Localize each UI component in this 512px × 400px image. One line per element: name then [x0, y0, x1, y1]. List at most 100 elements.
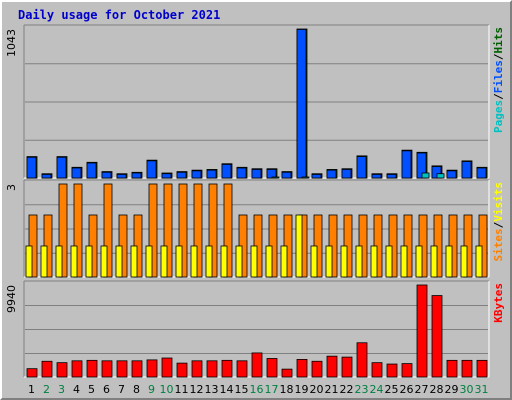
x-tick-label: 21 — [325, 383, 339, 396]
bar-kbytes-kbytes-30 — [461, 359, 473, 378]
bar-visits-visits-31 — [475, 245, 483, 278]
bar-hits-files-20 — [311, 174, 322, 179]
x-tick-label: 8 — [133, 383, 140, 396]
bar-hits-files-31 — [476, 167, 487, 179]
bar-hits-files-6 — [101, 171, 112, 179]
legend-entry: / — [492, 93, 505, 100]
bar-visits-visits-30 — [460, 245, 468, 278]
bar-visits-visits-5 — [85, 245, 93, 278]
bar-visits-visits-12 — [190, 245, 198, 278]
bar-kbytes-kbytes-13 — [206, 360, 218, 378]
bar-hits-files-5 — [86, 162, 97, 179]
x-tick-label: 24 — [370, 383, 384, 396]
x-tick-label: 23 — [355, 383, 369, 396]
bar-kbytes-kbytes-16 — [251, 352, 263, 378]
bar-kbytes-kbytes-26 — [401, 363, 413, 378]
x-tick-label: 25 — [385, 383, 399, 396]
bar-visits-visits-8 — [130, 245, 138, 278]
y-max-label-visits: 3 — [5, 184, 18, 191]
bar-visits-visits-4 — [70, 245, 78, 278]
bar-hits-files-11 — [176, 171, 187, 179]
bar-hits-files-7 — [116, 174, 127, 179]
bar-kbytes-kbytes-14 — [221, 359, 233, 378]
bar-hits-files-9 — [146, 160, 157, 179]
x-tick-label: 3 — [58, 383, 65, 396]
legend-entry: Hits — [492, 27, 505, 54]
x-tick-label: 15 — [235, 383, 249, 396]
bar-visits-visits-20 — [310, 245, 318, 278]
bar-visits-visits-7 — [115, 245, 123, 278]
bar-visits-visits-16 — [250, 245, 258, 278]
bar-hits-files-26 — [401, 150, 412, 179]
x-tick-label: 17 — [265, 383, 279, 396]
bar-kbytes-kbytes-7 — [116, 360, 128, 378]
bar-visits-visits-25 — [385, 245, 393, 278]
bar-visits-visits-3 — [55, 245, 63, 278]
bar-kbytes-kbytes-10 — [161, 357, 173, 378]
x-tick-label: 13 — [205, 383, 219, 396]
x-tick-label: 30 — [460, 383, 474, 396]
bar-kbytes-kbytes-1 — [26, 368, 38, 378]
bar-kbytes-kbytes-12 — [191, 360, 203, 378]
bar-visits-visits-26 — [400, 245, 408, 278]
bar-kbytes-kbytes-17 — [266, 358, 278, 378]
bar-hits-pages-27 — [421, 172, 430, 179]
legend-entry: Pages — [492, 100, 505, 133]
x-tick-label: 10 — [160, 383, 174, 396]
bar-visits-visits-10 — [160, 245, 168, 278]
x-tick-label: 12 — [190, 383, 204, 396]
bar-hits-files-16 — [251, 169, 262, 179]
x-tick-label: 2 — [43, 383, 50, 396]
bar-hits-files-25 — [386, 174, 397, 179]
x-tick-label: 19 — [295, 383, 309, 396]
bar-hits-pages-19 — [301, 176, 310, 179]
bar-hits-files-27 — [416, 152, 427, 179]
bar-visits-sites-4 — [73, 183, 83, 278]
x-tick-label: 6 — [103, 383, 110, 396]
bar-kbytes-kbytes-3 — [56, 362, 68, 378]
bar-kbytes-kbytes-9 — [146, 359, 158, 378]
x-tick-label: 27 — [415, 383, 429, 396]
bar-hits-pages-17 — [271, 176, 280, 179]
bar-visits-sites-11 — [178, 183, 188, 278]
y-max-label-kbytes: 9940 — [5, 285, 18, 313]
bar-hits-files-12 — [191, 170, 202, 179]
bar-hits-files-28 — [431, 166, 442, 179]
bar-kbytes-kbytes-4 — [71, 360, 83, 378]
x-tick-label: 28 — [430, 383, 444, 396]
bar-visits-sites-3 — [58, 183, 68, 278]
bar-hits-files-13 — [206, 169, 217, 179]
bar-hits-files-19 — [296, 29, 307, 179]
x-tick-label: 18 — [280, 383, 294, 396]
x-tick-label: 20 — [310, 383, 324, 396]
legend-entry: Visits — [492, 182, 505, 222]
x-tick-label: 1 — [28, 383, 35, 396]
legend-visits: Sites/Visits — [492, 182, 505, 262]
bar-visits-visits-6 — [100, 245, 108, 278]
bar-kbytes-kbytes-28 — [431, 295, 443, 378]
legend-entry: Sites — [492, 228, 505, 261]
bar-kbytes-kbytes-21 — [326, 355, 338, 378]
bar-visits-sites-10 — [163, 183, 173, 278]
x-tick-label: 7 — [118, 383, 125, 396]
bar-kbytes-kbytes-24 — [371, 362, 383, 378]
x-tick-label: 29 — [445, 383, 459, 396]
legend-entry: / — [492, 221, 505, 228]
bar-hits-files-3 — [56, 156, 67, 179]
x-tick-label: 22 — [340, 383, 354, 396]
bar-hits-files-14 — [221, 164, 232, 179]
bar-kbytes-kbytes-22 — [341, 356, 353, 378]
bar-visits-sites-9 — [148, 183, 158, 278]
x-tick-label: 11 — [175, 383, 189, 396]
bar-visits-visits-17 — [265, 245, 273, 278]
x-tick-label: 9 — [148, 383, 155, 396]
bar-visits-visits-27 — [415, 245, 423, 278]
bar-kbytes-kbytes-2 — [41, 360, 53, 378]
bar-visits-visits-24 — [370, 245, 378, 278]
x-tick-label: 4 — [73, 383, 80, 396]
bar-visits-visits-11 — [175, 245, 183, 278]
bar-hits-files-10 — [161, 173, 172, 179]
legend-entry: Files — [492, 60, 505, 93]
bar-visits-visits-9 — [145, 245, 153, 278]
bar-visits-visits-13 — [205, 245, 213, 278]
